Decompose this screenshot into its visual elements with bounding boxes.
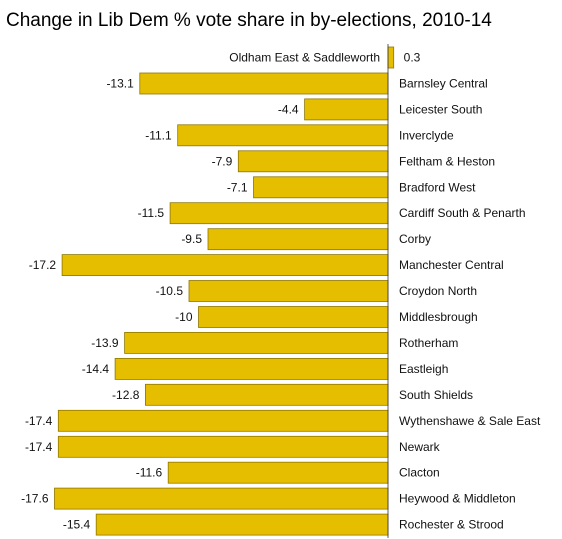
category-label: South Shields (399, 388, 473, 402)
value-label: -10 (175, 310, 193, 324)
bar (57, 409, 389, 432)
bar (61, 254, 389, 277)
category-label: Newark (399, 440, 441, 454)
value-label: -11.1 (145, 128, 172, 142)
category-label: Oldham East & Saddleworth (229, 51, 380, 65)
bar (95, 513, 389, 536)
value-label: -10.5 (156, 284, 184, 298)
value-label: -15.4 (63, 518, 91, 532)
value-label: 0.3 (404, 51, 421, 65)
category-label: Inverclyde (399, 128, 454, 142)
bar (198, 306, 389, 328)
bar (207, 228, 389, 251)
category-label: Heywood & Middleton (399, 492, 516, 506)
value-label: -12.8 (112, 388, 140, 402)
value-label: -17.2 (29, 258, 57, 272)
bar (304, 98, 389, 121)
value-label: -17.4 (25, 414, 53, 428)
value-label: -11.5 (138, 206, 165, 220)
category-label: Barnsley Central (399, 77, 488, 91)
category-label: Clacton (399, 466, 440, 480)
bar (57, 435, 389, 458)
category-label: Rotherham (399, 336, 458, 350)
bar (253, 176, 389, 199)
bar (54, 487, 389, 510)
bar (188, 280, 389, 302)
category-label: Feltham & Heston (399, 154, 495, 168)
bar (387, 46, 395, 69)
category-label: Leicester South (399, 102, 482, 116)
value-label: -11.6 (136, 466, 163, 480)
value-label: -9.5 (181, 232, 202, 246)
bar (237, 150, 389, 173)
bar (124, 331, 389, 354)
bar (169, 202, 389, 225)
bar (139, 72, 389, 95)
value-label: -7.9 (212, 154, 233, 168)
category-label: Corby (399, 232, 431, 246)
value-label: -4.4 (278, 102, 299, 116)
bar (144, 383, 389, 406)
value-label: -7.1 (227, 180, 248, 194)
category-label: Rochester & Strood (399, 518, 504, 532)
chart-title: Change in Lib Dem % vote share in by-ele… (6, 10, 492, 31)
bar (114, 357, 389, 380)
value-label: -13.1 (106, 77, 134, 91)
value-label: -17.4 (25, 440, 53, 454)
category-label: Cardiff South & Penarth (399, 206, 526, 220)
category-label: Eastleigh (399, 362, 448, 376)
value-label: -13.9 (91, 336, 119, 350)
value-label: -17.6 (21, 492, 49, 506)
category-label: Croydon North (399, 284, 477, 298)
bar (177, 124, 389, 147)
bar (167, 461, 389, 484)
value-label: -14.4 (82, 362, 110, 376)
category-label: Middlesbrough (399, 310, 478, 324)
bars-group: Oldham East & Saddleworth 0.3 Barnsley Cen… (21, 44, 541, 539)
category-label: Manchester Central (399, 258, 504, 272)
category-label: Bradford West (399, 180, 476, 194)
category-label: Wythenshawe & Sale East (399, 414, 541, 428)
